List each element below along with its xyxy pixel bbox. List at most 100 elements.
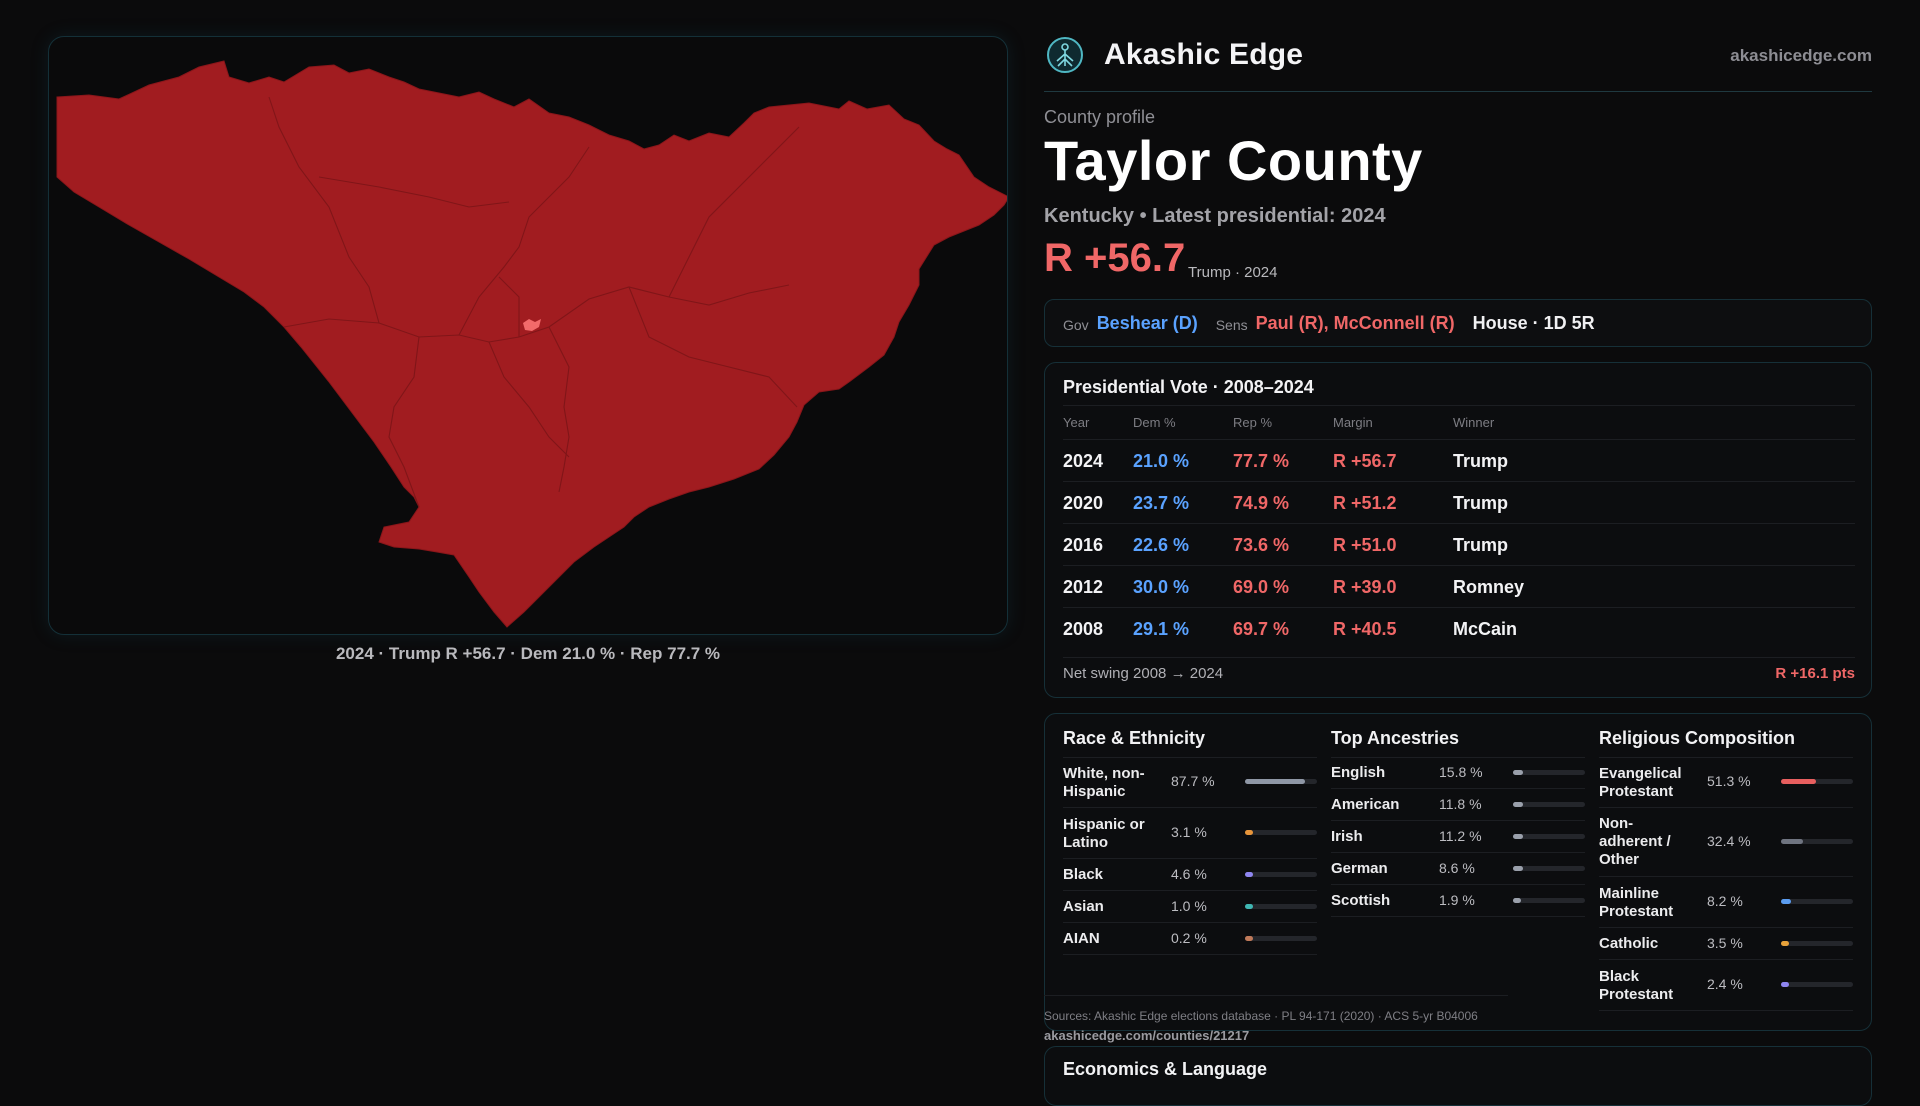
row-winner: Trump bbox=[1453, 535, 1509, 555]
row-margin: R +40.5 bbox=[1333, 619, 1397, 639]
religion-row: Black Protestant 2.4 % bbox=[1599, 960, 1853, 1011]
race-label: Black bbox=[1063, 866, 1104, 883]
race-bar-fill bbox=[1245, 904, 1253, 909]
demographics-card: Race & Ethnicity White, non-Hispanic 87.… bbox=[1044, 713, 1872, 1031]
site-link[interactable]: akashicedge.com bbox=[1730, 46, 1872, 65]
row-year: 2012 bbox=[1063, 577, 1104, 597]
sources-footer: Sources: Akashic Edge elections database… bbox=[1044, 995, 1508, 1046]
race-row: Black 4.6 % bbox=[1063, 859, 1317, 891]
religion-row: Catholic 3.5 % bbox=[1599, 928, 1853, 960]
row-dem: 22.6 % bbox=[1133, 535, 1190, 555]
row-winner: Trump bbox=[1453, 493, 1509, 513]
religion-bar bbox=[1781, 899, 1853, 904]
county-shape[interactable] bbox=[56, 60, 1008, 628]
house-delegation: House · 1D 5R bbox=[1472, 312, 1595, 333]
religion-value: 3.5 % bbox=[1707, 935, 1743, 951]
race-label: White, non-Hispanic bbox=[1063, 765, 1145, 800]
row-rep: 73.6 % bbox=[1233, 535, 1290, 555]
net-swing-value: R +16.1 pts bbox=[1775, 665, 1855, 682]
race-title: Race & Ethnicity bbox=[1063, 728, 1206, 748]
religion-bar-fill bbox=[1781, 779, 1816, 784]
race-label: Asian bbox=[1063, 898, 1104, 915]
economics-title: Economics & Language bbox=[1063, 1059, 1268, 1079]
ancestry-bar bbox=[1513, 866, 1585, 871]
ancestry-value: 8.6 % bbox=[1439, 860, 1475, 876]
county-subtitle: Kentucky • Latest presidential: 2024 bbox=[1044, 205, 1386, 227]
ancestry-label: Scottish bbox=[1331, 892, 1391, 909]
row-year: 2020 bbox=[1063, 493, 1104, 513]
race-row: White, non-Hispanic 87.7 % bbox=[1063, 757, 1317, 808]
race-bar bbox=[1245, 830, 1317, 835]
row-winner: McCain bbox=[1453, 619, 1518, 639]
header-dem: Dem % bbox=[1133, 415, 1176, 430]
race-value: 87.7 % bbox=[1171, 773, 1215, 789]
ancestry-bar-fill bbox=[1513, 834, 1523, 839]
ancestry-bar bbox=[1513, 834, 1585, 839]
akashic-logo-icon bbox=[1047, 37, 1083, 73]
row-margin: R +51.0 bbox=[1333, 535, 1397, 555]
brand-name: Akashic Edge bbox=[1104, 38, 1304, 71]
economics-card: Economics & Language bbox=[1044, 1046, 1872, 1106]
religion-bar bbox=[1781, 941, 1853, 946]
race-bar bbox=[1245, 936, 1317, 941]
race-bar-fill bbox=[1245, 872, 1253, 877]
race-bar-fill bbox=[1245, 830, 1253, 835]
ancestry-value: 1.9 % bbox=[1439, 892, 1475, 908]
race-bar bbox=[1245, 872, 1317, 877]
sens-value: Paul (R), McConnell (R) bbox=[1255, 312, 1455, 333]
religion-label: Evangelical Protestant bbox=[1599, 765, 1682, 800]
ancestry-value: 11.8 % bbox=[1439, 796, 1482, 812]
row-year: 2024 bbox=[1063, 451, 1104, 471]
row-winner: Trump bbox=[1453, 451, 1509, 471]
religion-title: Religious Composition bbox=[1599, 728, 1795, 748]
ancestry-bar bbox=[1513, 898, 1585, 903]
religion-bar bbox=[1781, 982, 1853, 987]
row-dem: 21.0 % bbox=[1133, 451, 1190, 471]
race-value: 3.1 % bbox=[1171, 824, 1207, 840]
divider bbox=[1599, 757, 1853, 758]
subdivision-lines bbox=[268, 96, 800, 508]
row-dem: 29.1 % bbox=[1133, 619, 1190, 639]
gov-value: Beshear (D) bbox=[1096, 312, 1198, 333]
race-bar bbox=[1245, 779, 1317, 784]
map-caption: 2024 · Trump R +56.7 · Dem 21.0 % · Rep … bbox=[335, 644, 721, 663]
table-row: 2016 22.6 % 73.6 % R +51.0 Trump bbox=[1063, 523, 1855, 565]
county-map-svg bbox=[56, 60, 1008, 628]
county-map[interactable] bbox=[48, 36, 1008, 635]
ancestry-row: English 15.8 % bbox=[1331, 757, 1585, 789]
county-url-link[interactable]: akashicedge.com/counties/21217 bbox=[1044, 1028, 1250, 1043]
presidential-table: Year Dem % Rep % Margin Winner 2024 21.0… bbox=[1063, 405, 1855, 649]
ancestry-label: English bbox=[1331, 764, 1386, 781]
religion-bar-fill bbox=[1781, 839, 1803, 844]
table-row: 2012 30.0 % 69.0 % R +39.0 Romney bbox=[1063, 565, 1855, 607]
sens-key: Sens bbox=[1215, 317, 1248, 333]
row-rep: 77.7 % bbox=[1233, 451, 1290, 471]
city-marker[interactable] bbox=[523, 319, 541, 331]
net-swing-label: Net swing 2008 → 2024 bbox=[1063, 665, 1224, 682]
race-bar-fill bbox=[1245, 936, 1253, 941]
ancestry-row: German 8.6 % bbox=[1331, 853, 1585, 885]
sources-text: Sources: Akashic Edge elections database… bbox=[1044, 1009, 1478, 1023]
net-swing-row: Net swing 2008 → 2024 R +16.1 pts bbox=[1063, 657, 1855, 689]
gov-key: Gov bbox=[1063, 317, 1089, 333]
ancestry-bar bbox=[1513, 802, 1585, 807]
religion-bar-fill bbox=[1781, 941, 1789, 946]
brand-header: Akashic Edge akashicedge.com bbox=[1044, 34, 1872, 92]
race-row: AIAN 0.2 % bbox=[1063, 923, 1317, 955]
race-value: 4.6 % bbox=[1171, 866, 1207, 882]
headline-margin: R +56.7 bbox=[1044, 236, 1186, 280]
religion-value: 8.2 % bbox=[1707, 893, 1743, 909]
presidential-vote-card: Presidential Vote · 2008–2024 Year Dem %… bbox=[1044, 362, 1872, 698]
header-margin: Margin bbox=[1333, 415, 1373, 430]
race-bar-fill bbox=[1245, 779, 1305, 784]
religion-label: Black Protestant bbox=[1599, 968, 1674, 1003]
row-rep: 69.7 % bbox=[1233, 619, 1290, 639]
race-row: Hispanic or Latino 3.1 % bbox=[1063, 808, 1317, 859]
row-margin: R +39.0 bbox=[1333, 577, 1397, 597]
header-rep: Rep % bbox=[1233, 415, 1273, 430]
headline-margin-note: Trump · 2024 bbox=[1188, 264, 1278, 281]
ancestry-label: American bbox=[1331, 796, 1400, 813]
row-margin: R +56.7 bbox=[1333, 451, 1397, 471]
race-value: 0.2 % bbox=[1171, 930, 1207, 946]
table-row: 2024 21.0 % 77.7 % R +56.7 Trump bbox=[1063, 439, 1855, 481]
